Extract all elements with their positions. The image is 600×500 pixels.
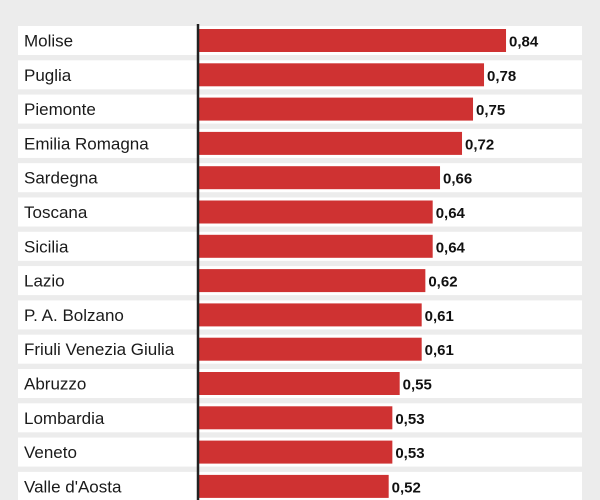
value-label: 0,64: [436, 239, 466, 256]
bar: [198, 269, 426, 293]
bar: [198, 440, 393, 464]
category-label: Emilia Romagna: [24, 134, 149, 153]
category-label: Valle d'Aosta: [24, 477, 122, 496]
category-label: Lazio: [24, 272, 65, 291]
bar: [198, 372, 400, 395]
bar: [198, 337, 422, 361]
bar: [198, 97, 474, 121]
value-label: 0,52: [392, 479, 421, 496]
value-label: 0,66: [443, 171, 472, 188]
category-label: Veneto: [24, 443, 77, 462]
bar: [198, 406, 393, 430]
value-label: 0,84: [509, 34, 539, 51]
category-label: Friuli Venezia Giulia: [24, 340, 175, 359]
value-label: 0,53: [395, 411, 424, 428]
value-label: 0,64: [436, 205, 466, 222]
category-label: Molise: [24, 32, 73, 51]
category-label: Lombardia: [24, 409, 105, 428]
category-label: P. A. Bolzano: [24, 306, 124, 325]
category-label: Sicilia: [24, 237, 69, 256]
bar: [198, 166, 441, 190]
bar: [198, 474, 389, 498]
bar: [198, 200, 433, 224]
bar: [198, 234, 433, 258]
bar: [198, 303, 422, 327]
value-label: 0,53: [395, 445, 424, 462]
category-label: Abruzzo: [24, 375, 86, 394]
value-label: 0,75: [476, 102, 505, 119]
category-label: Piemonte: [24, 100, 96, 119]
category-label: Toscana: [24, 203, 88, 222]
category-label: Sardegna: [24, 169, 98, 188]
category-label: Puglia: [24, 66, 72, 85]
value-label: 0,72: [465, 136, 494, 153]
value-label: 0,55: [403, 377, 432, 394]
value-label: 0,61: [425, 342, 454, 359]
bar: [198, 131, 463, 155]
value-label: 0,62: [428, 274, 457, 291]
value-label: 0,78: [487, 68, 516, 85]
value-label: 0,61: [425, 308, 454, 325]
bar: [198, 29, 507, 52]
bar: [198, 63, 485, 87]
